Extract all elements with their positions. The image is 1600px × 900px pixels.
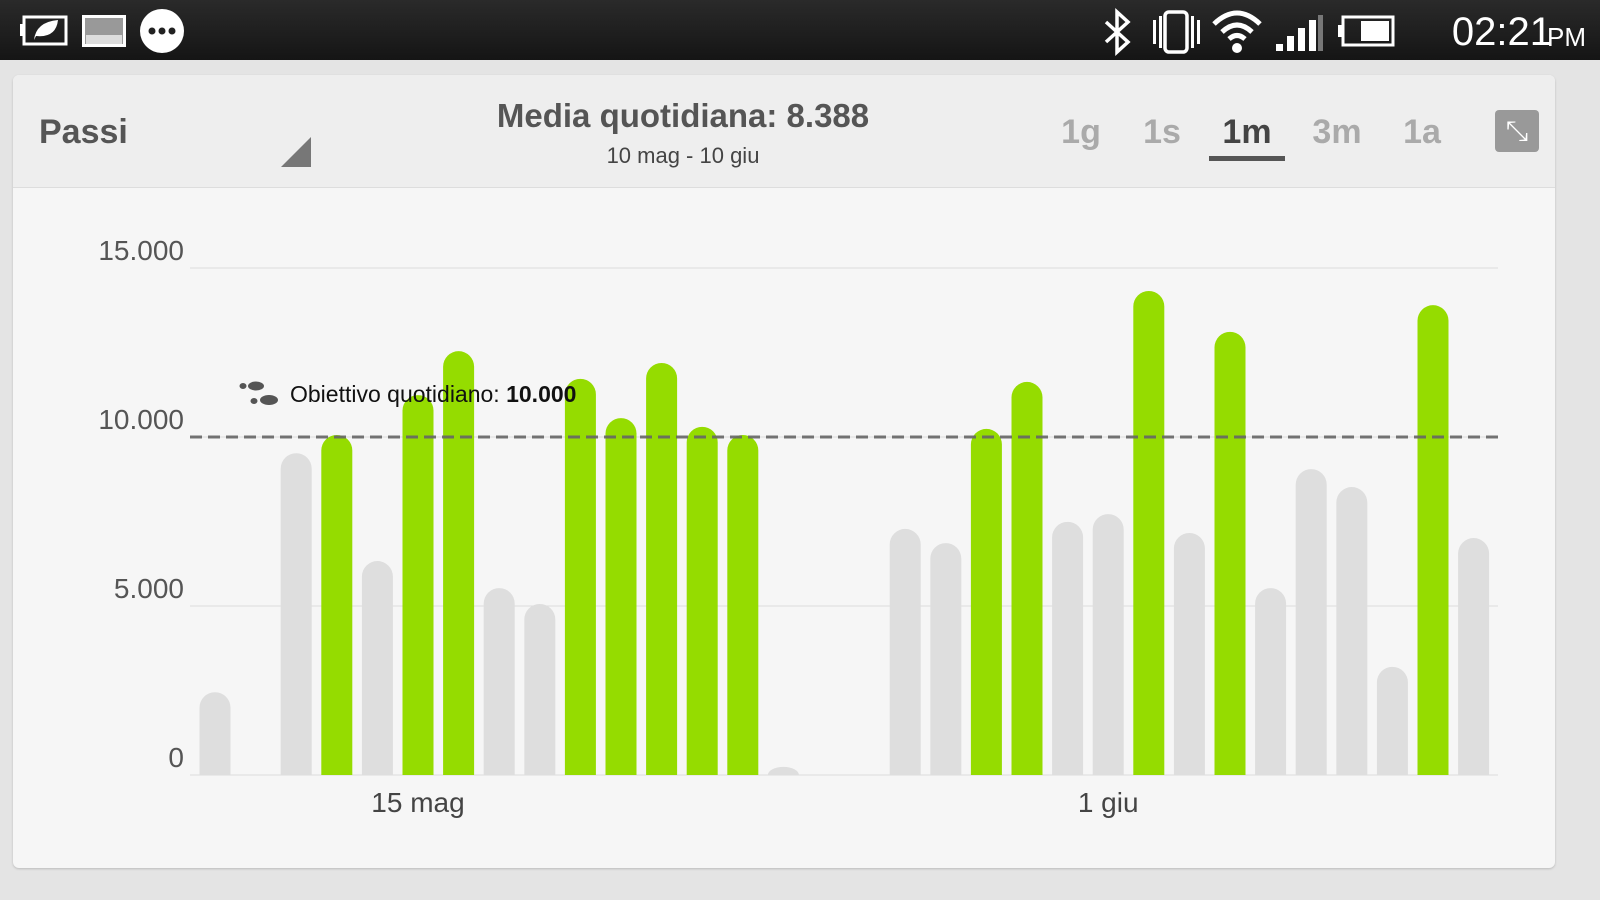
card-header: Passi Media quotidiana: 8.388 10 mag - 1… — [13, 75, 1555, 188]
svg-text:Obiettivo quotidiano: 10.000: Obiettivo quotidiano: 10.000 — [290, 381, 576, 407]
bar-9-giu[interactable] — [1417, 305, 1449, 775]
bar-29-mag[interactable] — [970, 428, 1002, 775]
battery-icon — [1338, 15, 1395, 47]
bar-10-mag[interactable] — [199, 692, 231, 775]
tab-1g[interactable]: 1g — [1061, 113, 1101, 151]
battery-saver-icon — [20, 15, 68, 46]
bar-5-giu[interactable] — [1255, 588, 1287, 775]
clock: 02:21 — [1451, 10, 1552, 54]
goal-annotation: Obiettivo quotidiano: 10.000 — [239, 381, 576, 407]
bar-4-giu[interactable] — [1214, 331, 1246, 775]
bar-7-giu[interactable] — [1336, 487, 1368, 775]
bar-27-mag[interactable] — [889, 528, 921, 775]
metric-selector-label[interactable]: Passi — [39, 113, 128, 151]
bar-21-mag[interactable] — [646, 362, 678, 775]
bar-19-mag[interactable] — [564, 378, 596, 775]
more-notifications-icon[interactable] — [139, 8, 185, 54]
vibrate-icon — [1153, 10, 1200, 54]
bluetooth-icon — [1104, 8, 1131, 56]
clock-ampm: PM — [1547, 22, 1586, 52]
bar-23-mag[interactable] — [727, 434, 759, 775]
dropdown-corner-icon[interactable] — [281, 137, 311, 167]
status-bar: 02:21 PM — [0, 0, 1600, 60]
goal-label: Obiettivo quotidiano: — [290, 381, 500, 407]
signal-icon — [1276, 15, 1323, 51]
daily-average: Media quotidiana: 8.388 — [496, 97, 870, 134]
bar-22-mag[interactable] — [686, 426, 718, 775]
bar-30-mag[interactable] — [1011, 381, 1043, 775]
bar-3-giu[interactable] — [1173, 532, 1205, 775]
bar-31-mag[interactable] — [1052, 521, 1084, 775]
bar-2-giu[interactable] — [1133, 290, 1165, 775]
bar-6-giu[interactable] — [1295, 469, 1327, 775]
y-tick-label: 5.000 — [114, 573, 184, 604]
tab-3m[interactable]: 3m — [1312, 113, 1362, 151]
bar-24-mag[interactable] — [767, 766, 799, 775]
y-tick-label: 10.000 — [98, 404, 184, 435]
collapse-icon[interactable]: ⤡ — [1495, 110, 1539, 152]
date-range: 10 mag - 10 giu — [606, 143, 760, 168]
y-tick-label: 15.000 — [98, 235, 184, 266]
bar-20-mag[interactable] — [605, 418, 637, 775]
bar-18-mag[interactable] — [524, 603, 556, 775]
y-tick-label: 0 — [168, 742, 184, 773]
bar-10-giu[interactable] — [1458, 538, 1490, 775]
x-tick-label: 15 mag — [371, 787, 464, 818]
tab-1m[interactable]: 1m — [1209, 113, 1285, 161]
bar-14-mag[interactable] — [361, 561, 393, 775]
bar-15-mag[interactable] — [402, 395, 434, 775]
footsteps-icon — [239, 381, 278, 405]
x-tick-label: 1 giu — [1078, 787, 1139, 818]
goal-value: 10.000 — [506, 381, 576, 407]
gallery-icon — [82, 15, 126, 47]
wifi-icon — [1212, 10, 1262, 53]
tab-1s[interactable]: 1s — [1143, 113, 1181, 151]
bar-28-mag[interactable] — [930, 543, 962, 775]
tab-1a[interactable]: 1a — [1403, 113, 1441, 151]
bar-12-mag[interactable] — [280, 453, 312, 775]
bar-16-mag[interactable] — [443, 351, 475, 775]
bar-13-mag[interactable] — [321, 434, 353, 775]
bar-1-giu[interactable] — [1092, 514, 1124, 775]
bar-17-mag[interactable] — [483, 588, 515, 775]
bar-8-giu[interactable] — [1376, 666, 1408, 775]
